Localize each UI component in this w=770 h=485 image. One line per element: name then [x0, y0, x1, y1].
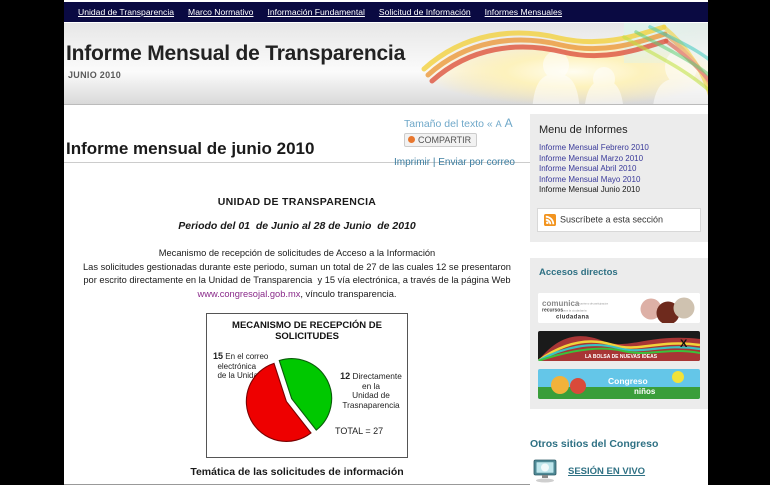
svg-text:LA BOLSA DE NUEVAS IDEAS: LA BOLSA DE NUEVAS IDEAS	[585, 354, 658, 360]
svg-text:ciudadana: ciudadana	[556, 315, 590, 321]
svg-text:recursos: recursos	[542, 308, 563, 314]
svg-text:para la ciudadania: para la ciudadania	[562, 309, 587, 313]
svg-text:X: X	[680, 338, 688, 350]
svg-text:mecanismo de participacion: mecanismo de participacion	[576, 302, 609, 306]
svg-text:Congreso: Congreso	[608, 376, 648, 386]
svg-text:niños: niños	[634, 387, 656, 396]
